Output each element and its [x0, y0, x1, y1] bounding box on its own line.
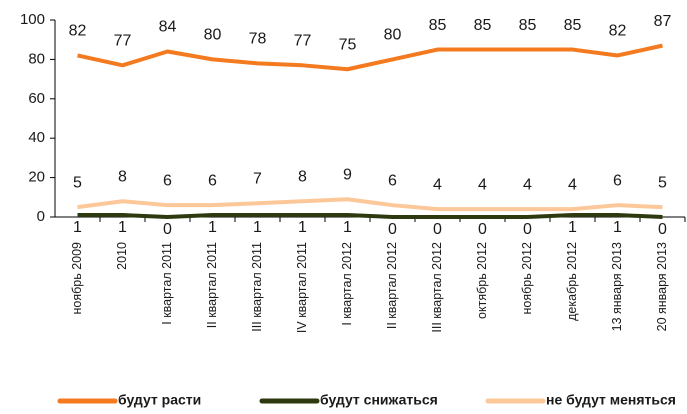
data-label: 4 [433, 176, 442, 193]
data-label: 1 [118, 219, 127, 236]
data-label: 1 [253, 219, 262, 236]
x-tick-label: 13 января 2013 [610, 242, 624, 331]
data-label: 1 [73, 219, 82, 236]
legend-label: будут снижаться [320, 392, 438, 408]
x-tick-label: 20 января 2013 [655, 242, 669, 331]
series-line [77, 43, 663, 72]
x-tick-label: II квартал 2011 [205, 242, 219, 328]
data-label: 1 [613, 219, 622, 236]
data-label: 6 [163, 172, 172, 189]
x-tick-label: ноябрь 2012 [520, 242, 534, 315]
data-label: 87 [654, 13, 672, 30]
y-tick-label: 40 [28, 129, 45, 146]
data-label: 1 [568, 219, 577, 236]
legend-label: будут расти [118, 392, 201, 408]
x-tick-label: I квартал 2011 [160, 242, 174, 325]
x-tick-label: II квартал 2012 [385, 242, 399, 329]
x-tick-label: III квартал 2011 [250, 242, 264, 332]
data-label: 0 [658, 221, 667, 238]
data-label: 0 [163, 221, 172, 238]
data-label: 4 [523, 176, 532, 193]
data-label: 0 [478, 221, 487, 238]
x-tick-label: декабрь 2012 [565, 242, 579, 321]
data-label: 75 [339, 36, 357, 53]
x-tick-label: III квартал 2012 [430, 242, 444, 333]
data-label: 4 [568, 176, 577, 193]
data-label: 0 [388, 221, 397, 238]
x-tick-label: 2010 [115, 242, 129, 270]
x-tick-label: ноябрь 2009 [70, 242, 84, 315]
data-label: 85 [564, 17, 582, 34]
data-label: 85 [474, 17, 492, 34]
data-label: 7 [253, 170, 262, 187]
y-tick-label: 100 [20, 11, 45, 28]
y-tick-label: 20 [28, 169, 45, 186]
data-label: 85 [519, 17, 537, 34]
data-label: 4 [478, 176, 487, 193]
legend-label: не будут меняться [546, 392, 676, 408]
y-tick-label: 60 [28, 90, 45, 107]
data-label: 9 [343, 166, 352, 183]
x-tick-label: октябрь 2012 [475, 242, 489, 319]
data-label: 80 [204, 27, 222, 44]
data-label: 0 [433, 221, 442, 238]
data-label: 5 [73, 174, 82, 191]
data-label: 1 [343, 219, 352, 236]
data-label: 8 [298, 168, 307, 185]
data-label: 6 [613, 172, 622, 189]
data-label: 82 [609, 23, 627, 40]
y-tick-label: 0 [37, 208, 45, 225]
data-label: 6 [388, 172, 397, 189]
data-label: 0 [523, 221, 532, 238]
x-tick-label: I квартал 2012 [340, 242, 354, 326]
data-label: 6 [208, 172, 217, 189]
data-label: 85 [429, 17, 447, 34]
series-line [77, 197, 663, 212]
x-tick-label: IV квартал 2011 [295, 242, 309, 333]
data-label: 5 [658, 174, 667, 191]
data-label: 82 [69, 23, 87, 40]
data-label: 77 [114, 33, 132, 50]
data-label: 1 [298, 219, 307, 236]
data-label: 1 [208, 219, 217, 236]
data-label: 8 [118, 168, 127, 185]
data-label: 77 [294, 33, 312, 50]
data-label: 80 [384, 27, 402, 44]
data-label: 78 [249, 31, 267, 48]
series-line [77, 213, 663, 219]
y-tick-label: 80 [28, 50, 45, 67]
data-label: 84 [159, 19, 177, 36]
